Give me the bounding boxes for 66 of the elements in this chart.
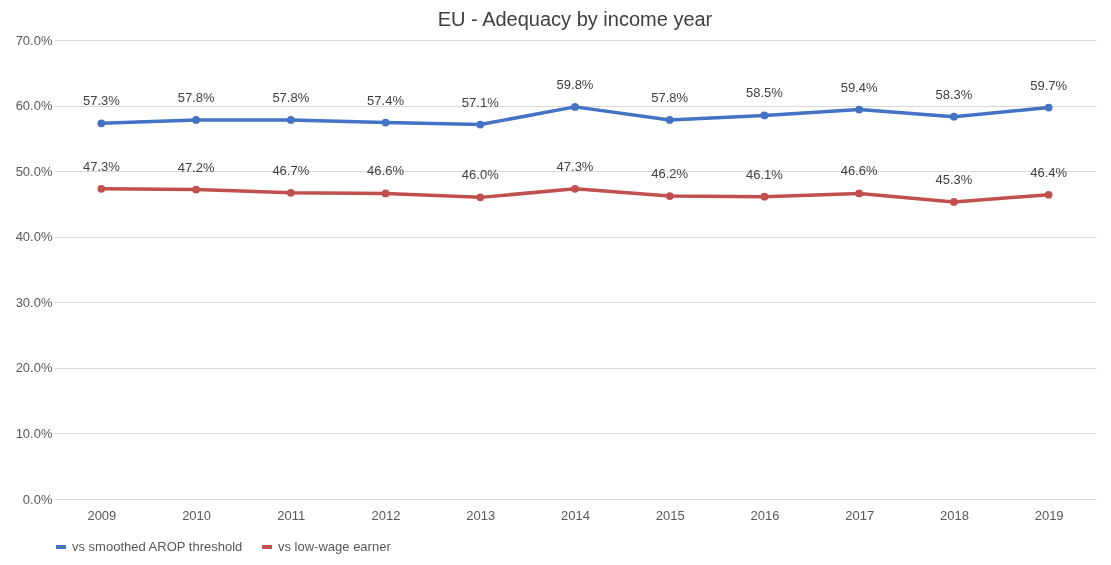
point xyxy=(381,189,390,198)
x-tick-label: 2010 xyxy=(182,507,212,523)
point xyxy=(1044,103,1053,112)
data-label: 57.3% xyxy=(82,93,121,109)
point xyxy=(97,184,106,193)
point xyxy=(950,112,958,121)
point xyxy=(760,192,769,201)
x-tick-label: 2013 xyxy=(466,507,496,523)
x-tick-label: 2017 xyxy=(845,507,875,523)
data-label: 46.6% xyxy=(840,163,879,179)
data-label: 45.3% xyxy=(935,171,973,187)
data-label: 46.0% xyxy=(461,167,500,183)
point xyxy=(381,118,390,127)
point xyxy=(97,119,106,128)
x-tick-label: 2011 xyxy=(277,507,306,523)
y-tick-label: 60.0% xyxy=(15,98,53,114)
legend-label: vs smoothed AROP threshold xyxy=(72,539,243,554)
legend-label: vs low-wage earner xyxy=(278,539,392,554)
data-label: 57.4% xyxy=(367,92,405,108)
data-label: 46.4% xyxy=(1030,164,1068,180)
data-label: 57.8% xyxy=(272,90,310,105)
point xyxy=(571,103,579,111)
data-label: 59.7% xyxy=(1030,77,1068,93)
data-label: 46.2% xyxy=(651,166,689,182)
y-tick-label: 0.0% xyxy=(22,491,53,507)
data-label: 46.7% xyxy=(272,162,310,178)
point xyxy=(476,120,485,129)
point xyxy=(192,116,200,124)
point xyxy=(192,185,200,194)
data-label: 47.3% xyxy=(556,158,594,174)
data-label: 47.3% xyxy=(82,158,121,174)
data-label: 46.1% xyxy=(746,166,784,182)
point xyxy=(1044,190,1053,199)
y-tick-label: 50.0% xyxy=(15,163,53,179)
data-label: 58.5% xyxy=(746,85,784,101)
data-label: 59.4% xyxy=(840,79,879,95)
point xyxy=(476,193,485,202)
point xyxy=(571,184,579,193)
x-tick-label: 2018 xyxy=(939,507,969,523)
data-label: 58.3% xyxy=(935,86,973,102)
x-tick-label: 2015 xyxy=(655,507,685,523)
data-label: 57.1% xyxy=(461,94,500,110)
data-label: 47.2% xyxy=(177,159,215,175)
point xyxy=(855,189,864,198)
data-label: 57.8% xyxy=(651,90,689,105)
point xyxy=(286,116,295,124)
y-tick-label: 70.0% xyxy=(15,32,53,48)
point xyxy=(950,198,958,206)
point xyxy=(855,105,864,114)
point xyxy=(665,192,674,200)
x-tick-label: 2009 xyxy=(87,507,117,523)
y-tick-label: 40.0% xyxy=(15,229,53,245)
point xyxy=(760,111,769,120)
data-label: 59.8% xyxy=(556,76,594,92)
chart-title: EU - Adequacy by income year xyxy=(437,8,713,30)
point xyxy=(665,116,674,124)
point xyxy=(286,188,295,197)
x-tick-label: 2019 xyxy=(1034,507,1064,523)
data-label: 57.8% xyxy=(177,90,215,105)
y-tick-label: 20.0% xyxy=(15,360,53,376)
y-tick-label: 10.0% xyxy=(15,425,53,441)
data-label: 46.6% xyxy=(367,163,405,179)
x-tick-label: 2016 xyxy=(750,507,780,523)
x-tick-label: 2012 xyxy=(371,507,401,523)
y-tick-label: 30.0% xyxy=(15,294,53,310)
x-tick-label: 2014 xyxy=(561,507,590,523)
